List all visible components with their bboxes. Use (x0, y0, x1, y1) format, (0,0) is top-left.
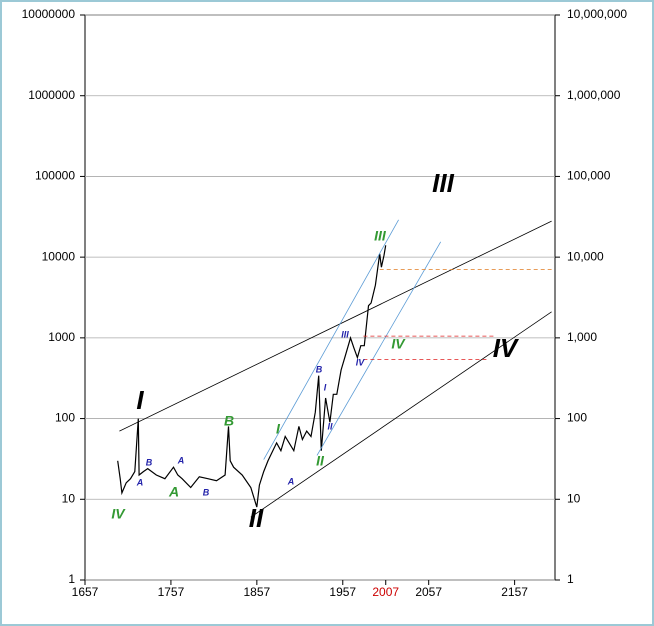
wave-label: III (341, 329, 349, 339)
y-tick-label: 10 (62, 491, 76, 505)
y-tick-label: 100 (55, 411, 75, 425)
series-line (316, 241, 442, 456)
wave-label: IV (391, 336, 406, 352)
y2-tick-label: 1 (567, 572, 574, 586)
x-tick-label: 2057 (415, 585, 442, 599)
y2-tick-label: 10,000,000 (567, 7, 627, 21)
wave-label: IV (356, 357, 366, 367)
wave-label: II (249, 503, 264, 533)
wave-label: B (203, 487, 210, 497)
y-tick-label: 1 (68, 572, 75, 586)
wave-label: A (177, 455, 185, 465)
wave-label: IV (493, 333, 520, 363)
series-line (250, 311, 552, 518)
y-tick-label: 1000 (48, 330, 75, 344)
wave-label: III (432, 168, 454, 198)
y2-tick-label: 10,000 (567, 249, 604, 263)
x-tick-label: 2157 (501, 585, 528, 599)
wave-label: A (287, 476, 295, 486)
y2-tick-label: 100 (567, 411, 587, 425)
y-tick-label: 10000 (42, 249, 76, 263)
y2-tick-label: 1,000 (567, 330, 597, 344)
x-tick-label: 2007 (372, 585, 399, 599)
wave-label: B (146, 457, 153, 467)
x-tick-label: 1757 (158, 585, 185, 599)
y2-tick-label: 1,000,000 (567, 88, 621, 102)
y2-tick-label: 100,000 (567, 169, 611, 183)
x-tick-label: 1957 (329, 585, 356, 599)
wave-label: B (224, 413, 234, 429)
wave-label: II (316, 453, 325, 469)
wave-label: A (136, 477, 144, 487)
wave-label: A (168, 484, 179, 500)
wave-label: I (276, 421, 281, 437)
y-tick-label: 10000000 (22, 7, 76, 21)
series-line (263, 219, 399, 460)
y-tick-label: 100000 (35, 169, 75, 183)
wave-label: IV (111, 506, 126, 522)
y-tick-label: 1000000 (28, 88, 75, 102)
wave-label: B (316, 364, 323, 374)
y2-tick-label: 10 (567, 491, 581, 505)
x-tick-label: 1657 (72, 585, 99, 599)
x-tick-label: 1857 (243, 585, 270, 599)
wave-label: I (136, 385, 144, 415)
wave-label: III (374, 228, 387, 244)
series-line (119, 220, 552, 432)
wave-label: II (327, 421, 333, 431)
wave-label: I (324, 382, 327, 392)
series-line (117, 245, 387, 508)
